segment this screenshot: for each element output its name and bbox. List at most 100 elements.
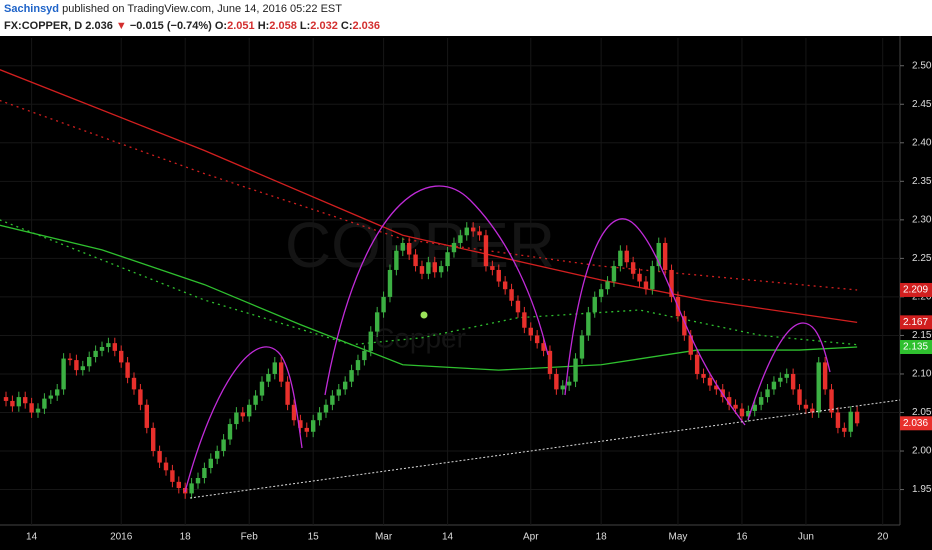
author[interactable]: Sachinsyd	[4, 3, 60, 15]
candle-body	[419, 266, 425, 274]
candle-body	[74, 360, 79, 371]
candle-body	[784, 373, 789, 378]
candle-body	[835, 412, 841, 428]
candle-body	[502, 281, 508, 290]
candle-body	[758, 397, 764, 405]
candle-body	[208, 458, 213, 468]
candle-body	[560, 385, 565, 390]
h-label: H:	[257, 20, 270, 32]
candle-body	[515, 300, 521, 313]
candle-body	[662, 242, 668, 270]
candle-body	[368, 331, 373, 351]
candle-body	[554, 373, 559, 390]
candle-body	[477, 231, 482, 236]
candle-body	[170, 470, 175, 482]
candle-body	[669, 269, 674, 297]
candle-body	[99, 346, 105, 351]
price-tag-label: 2.135	[903, 342, 928, 353]
candle-body	[23, 397, 28, 404]
candle-body	[624, 250, 629, 263]
moving-average	[0, 219, 858, 346]
price-tag	[900, 416, 932, 431]
candle-body	[362, 350, 367, 361]
candle-body	[157, 451, 162, 463]
x-tick-label: 2016	[110, 532, 133, 543]
candle-body	[349, 370, 354, 382]
candle-body	[496, 269, 501, 282]
y-tick-label: 2.450	[912, 99, 932, 110]
candle-body	[317, 412, 322, 421]
y-tick-label: 2.400	[912, 137, 932, 148]
x-tick-label: 14	[442, 532, 454, 543]
x-tick-label: Feb	[241, 532, 259, 543]
candle-body	[656, 242, 661, 267]
candle-body	[355, 360, 361, 371]
candle-body	[298, 420, 303, 428]
x-tick-label: 15	[308, 532, 320, 543]
candle-body	[694, 354, 700, 374]
candle-body	[221, 439, 226, 452]
candle-body	[611, 266, 617, 282]
candle-body	[765, 389, 770, 398]
candle-body	[214, 451, 220, 459]
change: −0.015 (−0.74%)	[129, 20, 212, 32]
candle-body	[803, 404, 809, 409]
x-tick-label: 20	[877, 532, 889, 543]
candle-body	[291, 404, 297, 421]
candle-body	[374, 312, 380, 332]
candle-body	[726, 397, 732, 405]
candle-body	[119, 350, 124, 363]
candle-body	[150, 427, 156, 452]
candle-body	[528, 327, 533, 336]
price-tag	[900, 339, 932, 354]
moving-average	[0, 224, 858, 371]
last-price: 2.036	[85, 20, 113, 32]
x-tick-label: 14	[26, 532, 38, 543]
arc	[564, 218, 746, 426]
price-tag	[900, 315, 932, 330]
candle-body	[336, 389, 341, 396]
publish-line: Sachinsyd published on TradingView.com, …	[4, 3, 342, 15]
candle-body	[605, 281, 610, 290]
candle-body	[3, 397, 9, 401]
x-tick-label: 18	[180, 532, 192, 543]
candle-body	[278, 362, 284, 382]
l-value: 2.032	[310, 20, 338, 32]
candle-body	[202, 467, 207, 478]
l-label: L:	[299, 20, 311, 32]
candle-body	[163, 462, 169, 471]
candle-body	[688, 335, 693, 355]
candle-body	[592, 296, 597, 313]
watermark-sub: Copper	[374, 322, 466, 353]
x-tick-label: May	[668, 532, 687, 543]
y-tick-label: 2.250	[912, 253, 932, 264]
y-tick-label: 2.050	[912, 407, 932, 418]
candle-body	[650, 266, 655, 290]
header: Sachinsyd published on TradingView.com, …	[0, 0, 932, 36]
candle-body	[854, 411, 860, 424]
candle-body	[240, 412, 245, 417]
candle-body	[131, 377, 137, 390]
candle-body	[707, 377, 713, 386]
candle-body	[445, 252, 450, 267]
price-tag-label: 2.036	[903, 418, 928, 429]
candle-body	[566, 381, 572, 386]
candle-body	[816, 362, 821, 413]
candle-body	[234, 412, 239, 425]
candle-body	[464, 227, 469, 236]
x-tick-label: Mar	[375, 532, 393, 543]
candle-body	[733, 404, 738, 409]
candle-body	[790, 373, 796, 390]
drawings	[184, 185, 831, 493]
candle-body	[483, 235, 489, 267]
candle-body	[330, 395, 335, 405]
candle-body	[739, 408, 745, 417]
candle-body	[93, 350, 98, 358]
price-tag-label: 2.209	[903, 285, 928, 296]
candle-body	[618, 250, 623, 267]
candle-body	[432, 262, 437, 273]
arc	[184, 346, 303, 493]
candle-body	[55, 389, 60, 396]
moving-average	[0, 69, 858, 323]
